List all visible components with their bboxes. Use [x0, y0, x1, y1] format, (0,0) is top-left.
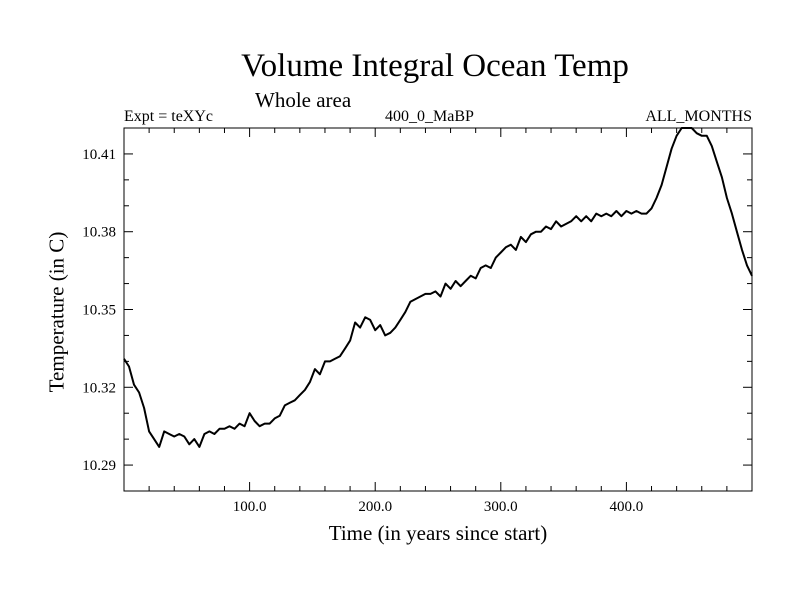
- chart-title: Volume Integral Ocean Temp: [241, 48, 629, 84]
- data-series: [123, 127, 753, 448]
- center-string: 400_0_MaBP: [385, 108, 474, 125]
- left-string: Expt = teXYc: [124, 108, 213, 125]
- chart-subtitle: Whole area: [255, 88, 352, 112]
- x-tick-label: 300.0: [484, 499, 518, 515]
- x-tick-label: 400.0: [610, 499, 644, 515]
- axis-ticks: 100.0 200.0 300.0 400.0 10.29 10.32 10.35 10.38…: [82, 128, 752, 515]
- plot-frame: [123, 127, 753, 492]
- x-tick-label: 200.0: [358, 499, 392, 515]
- right-string: ALL_MONTHS: [645, 108, 752, 125]
- x-axis-label: Time (in years since start): [328, 521, 548, 545]
- y-tick-label: 10.35: [82, 303, 116, 319]
- y-tick-label: 10.32: [82, 380, 116, 396]
- y-tick-label: 10.29: [82, 458, 116, 474]
- temperature-line: [123, 127, 753, 448]
- x-tick-label: 100.0: [233, 499, 267, 515]
- y-tick-label: 10.38: [82, 225, 116, 241]
- y-tick-label: 10.41: [82, 147, 116, 163]
